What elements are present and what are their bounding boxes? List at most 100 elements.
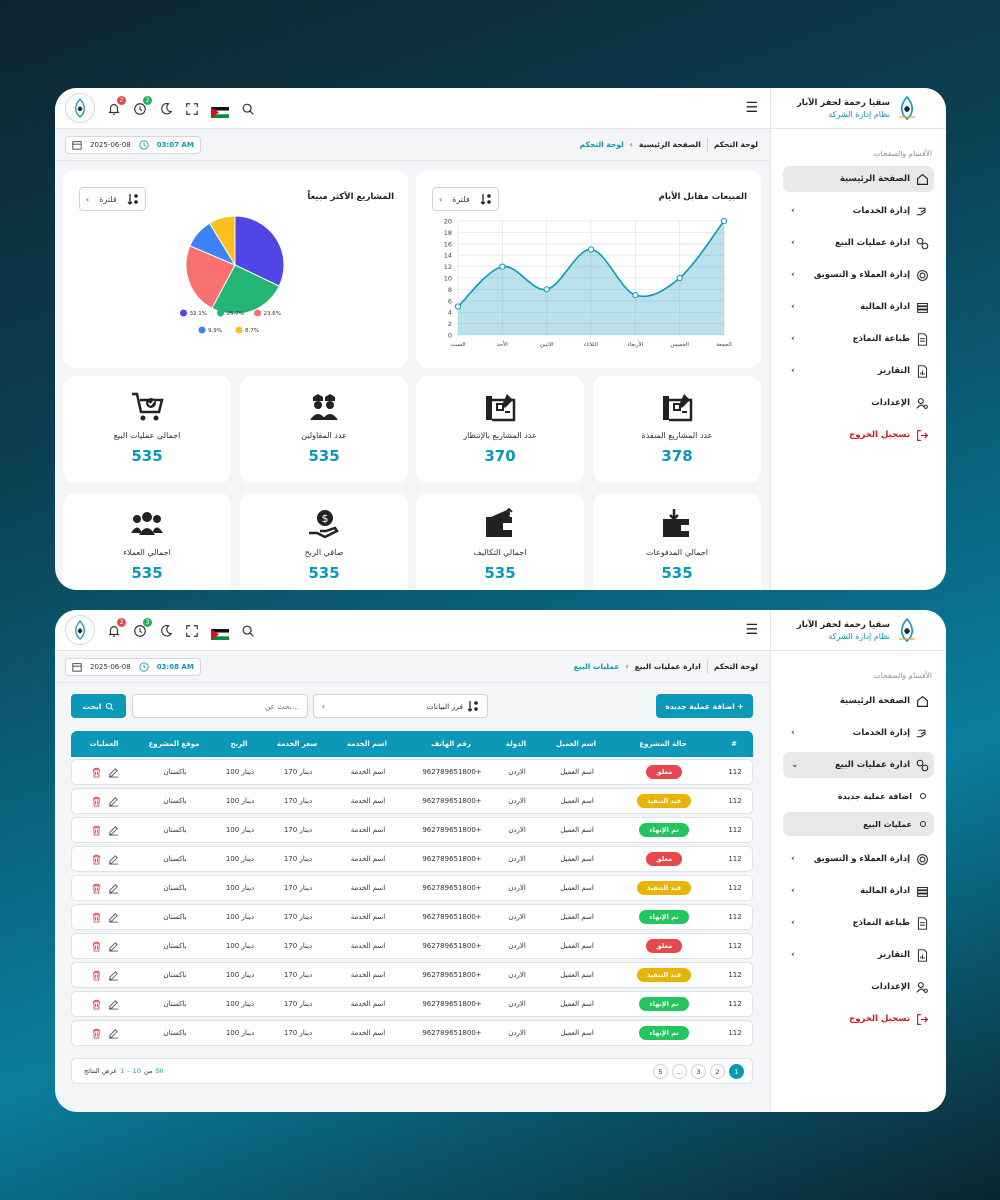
column-header[interactable]: اسم العميل	[556, 740, 596, 748]
table-row[interactable]: 112 تم الإنهاء اسم العميل الاردن 96278965180…	[71, 817, 753, 843]
trash-icon[interactable]	[91, 999, 102, 1010]
sidebar-item-reports[interactable]: ‹ التقارير	[783, 942, 934, 968]
table-row[interactable]: 112 تم الإنهاء اسم العميل الاردن 96278965180…	[71, 991, 753, 1017]
column-header[interactable]: #	[731, 740, 737, 748]
edit-icon[interactable]	[108, 999, 119, 1010]
table-row[interactable]: 112 معلق اسم العميل الاردن 962789651800+ اسم …	[71, 759, 753, 785]
status-badge: معلق	[645, 939, 683, 953]
edit-icon[interactable]	[108, 970, 119, 981]
legend-marker	[198, 326, 206, 334]
table-row[interactable]: 112 قيد التنفيذ اسم العميل الاردن 9627896518…	[71, 875, 753, 901]
clock-icon[interactable]: 2	[133, 96, 152, 115]
avatar[interactable]	[65, 93, 95, 123]
trash-icon[interactable]	[91, 912, 102, 923]
breadcrumb-section[interactable]: ادارة عمليات البيع	[634, 662, 701, 671]
status-badge: تم الإنهاء	[639, 910, 689, 924]
search-icon[interactable]	[241, 101, 255, 115]
add-sale-button[interactable]: اضافة عملية جديدة +	[656, 694, 753, 718]
search-icon[interactable]	[241, 623, 255, 637]
fullscreen-icon[interactable]	[185, 101, 199, 115]
edit-icon[interactable]	[108, 796, 119, 807]
table-row[interactable]: 112 قيد التنفيذ اسم العميل الاردن 9627896518…	[71, 788, 753, 814]
trash-icon[interactable]	[91, 941, 102, 952]
edit-icon[interactable]	[108, 941, 119, 952]
trash-icon[interactable]	[91, 1028, 102, 1039]
trash-icon[interactable]	[91, 883, 102, 894]
filter-button[interactable]: ‹ فلترة	[432, 187, 499, 211]
column-header[interactable]: الدولة	[505, 740, 527, 748]
moon-icon[interactable]	[159, 101, 173, 115]
status-cell: تم الإنهاء	[624, 818, 704, 842]
sidebar-item-forms[interactable]: ‹ طباعة النماذج	[783, 910, 934, 936]
table-row[interactable]: 112 تم الإنهاء اسم العميل الاردن 96278965180…	[71, 904, 753, 930]
trash-icon[interactable]	[91, 796, 102, 807]
table-row[interactable]: 112 معلق اسم العميل الاردن 962789651800+ اسم …	[71, 846, 753, 872]
filter-button[interactable]: ‹ فلترة	[79, 187, 146, 211]
edit-icon[interactable]	[108, 1028, 119, 1039]
sidebar-item-home[interactable]: الصفحة الرئيسية	[783, 688, 934, 714]
edit-icon[interactable]	[108, 883, 119, 894]
sidebar-item-sales[interactable]: ‹ ادارة عمليات البيع	[783, 230, 934, 256]
search-input[interactable]	[132, 694, 308, 718]
submenu-item-sales[interactable]: عمليات البيع	[783, 812, 934, 836]
nav-caption: الأقسام والصفحات	[873, 671, 932, 680]
table-row[interactable]: 112 معلق اسم العميل الاردن 962789651800+ اسم …	[71, 933, 753, 959]
bell-icon[interactable]: 2	[107, 96, 126, 115]
trash-icon[interactable]	[91, 970, 102, 981]
page-button[interactable]: ...	[672, 1064, 687, 1079]
sidebar-item-home[interactable]: الصفحة الرئيسية	[783, 166, 934, 192]
clock-icon[interactable]: 3	[133, 618, 152, 637]
moon-icon[interactable]	[159, 623, 173, 637]
table-row[interactable]: 112 تم الإنهاء اسم العميل الاردن 96278965180…	[71, 1020, 753, 1046]
sidebar-item-services[interactable]: ‹ إدارة الخدمات	[783, 198, 934, 224]
jordan-flag-icon[interactable]	[211, 103, 229, 118]
page-button[interactable]: 2	[710, 1064, 725, 1079]
column-header[interactable]: رقم الهاتف	[431, 740, 471, 748]
avatar[interactable]	[65, 615, 95, 645]
fullscreen-icon[interactable]	[185, 623, 199, 637]
sort-select[interactable]: ‹ فرز البيانات	[313, 694, 488, 718]
sidebar-item-logout[interactable]: تسجيل الخروج	[783, 1006, 934, 1032]
column-header[interactable]: موقع المشروع	[148, 740, 200, 748]
sidebar-item-sales[interactable]: ⌄ ادارة عمليات البيع	[783, 752, 934, 778]
sidebar-item-forms[interactable]: ‹ طباعة النماذج	[783, 326, 934, 352]
menu-icon[interactable]: ☰	[745, 622, 758, 638]
column-header[interactable]: سعر الخدمة	[276, 740, 318, 748]
sidebar-item-settings[interactable]: الإعدادات	[783, 974, 934, 1000]
column-header[interactable]: حالة المشروع	[639, 740, 687, 748]
svg-text:$: $	[322, 512, 329, 525]
trash-icon[interactable]	[91, 825, 102, 836]
sidebar-item-clients[interactable]: ‹ إدارة العملاء و التسويق	[783, 262, 934, 288]
column-header[interactable]: اسم الخدمة	[347, 740, 387, 748]
sidebar-item-services[interactable]: ‹ إدارة الخدمات	[783, 720, 934, 746]
page-button[interactable]: 5	[653, 1064, 668, 1079]
page-button[interactable]: 1	[729, 1064, 744, 1079]
trash-icon[interactable]	[91, 767, 102, 778]
search-button[interactable]: ابحث	[71, 694, 126, 718]
edit-icon[interactable]	[108, 854, 119, 865]
x-tick-label: السبت	[450, 342, 466, 348]
edit-icon[interactable]	[108, 912, 119, 923]
location-cell: باكستان	[163, 942, 187, 950]
page-button[interactable]: 3	[691, 1064, 706, 1079]
bell-icon[interactable]: 2	[107, 618, 126, 637]
submenu-item-add-sale[interactable]: اضافة عملية جديدة	[783, 784, 934, 808]
sidebar-item-clients[interactable]: ‹ إدارة العملاء و التسويق	[783, 846, 934, 872]
trash-icon[interactable]	[91, 854, 102, 865]
sidebar-item-settings[interactable]: الإعدادات	[783, 390, 934, 416]
column-header[interactable]: العمليات	[89, 740, 119, 748]
table-row[interactable]: 112 قيد التنفيذ اسم العميل الاردن 9627896518…	[71, 962, 753, 988]
edit-icon[interactable]	[108, 767, 119, 778]
x-tick-label: الخميس	[670, 342, 689, 348]
menu-icon[interactable]: ☰	[745, 100, 758, 116]
sidebar-item-reports[interactable]: ‹ التقارير	[783, 358, 934, 384]
edit-icon[interactable]	[108, 825, 119, 836]
column-header[interactable]: الربح	[230, 740, 248, 748]
jordan-flag-icon[interactable]	[211, 625, 229, 640]
breadcrumb-home[interactable]: الصفحة الرئيسية	[638, 140, 701, 149]
sidebar-item-finance[interactable]: ‹ ادارة المالية	[783, 878, 934, 904]
y-tick-label: 8	[448, 286, 452, 294]
sidebar-item-logout[interactable]: تسجيل الخروج	[783, 422, 934, 448]
service-cell: اسم الخدمة	[350, 913, 386, 921]
sidebar-item-finance[interactable]: ‹ ادارة المالية	[783, 294, 934, 320]
